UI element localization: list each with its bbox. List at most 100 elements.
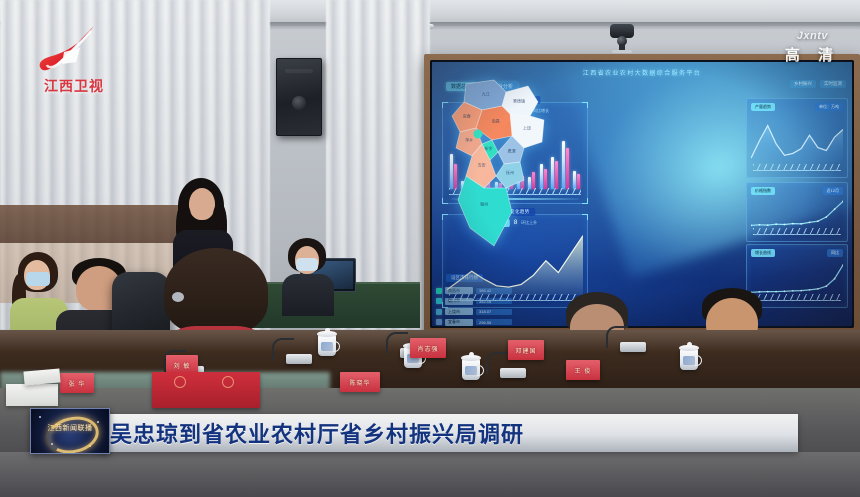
- corner-br: [582, 198, 588, 204]
- line-point: [766, 290, 769, 293]
- bar-series-current: [573, 170, 577, 189]
- map-region-10[interactable]: [457, 175, 513, 247]
- ranking-swatch: [436, 308, 442, 315]
- corner-bl: [442, 198, 448, 204]
- line-point: [817, 288, 819, 290]
- presenter-head: [189, 188, 215, 220]
- ranking-row[interactable]: 上饶市 318.07: [436, 308, 518, 316]
- bar-group: [449, 133, 457, 189]
- chip-rural-revitalization: 乡村振兴: [790, 80, 816, 88]
- teacup-3-knob: [469, 352, 474, 357]
- dashboard-screen[interactable]: 江西省农业农村大数据综合服务平台 数据总览 产业分析 乡村振兴 实时监测 各设区…: [432, 62, 852, 326]
- bar-series-current: [562, 140, 566, 189]
- right-bottom-plot: [751, 264, 843, 294]
- right-bottom-axis: [753, 294, 841, 301]
- map-region-label: 吉安: [478, 162, 486, 168]
- right-bottom-chart-panel[interactable]: 增长曲线 同比: [746, 244, 848, 308]
- channel-logo-text: 江西卫视: [44, 78, 104, 94]
- kpi-value: 8: [513, 220, 518, 226]
- microphone-5: [606, 326, 646, 352]
- line-point: [766, 224, 769, 226]
- tab-overview[interactable]: 数据总览: [446, 82, 477, 91]
- chip-right: 近12月: [822, 187, 843, 195]
- line-stroke: [751, 264, 843, 293]
- bar-series-previous: [521, 175, 525, 189]
- seated-operator: [282, 238, 334, 316]
- channel-logo: 江西卫视: [28, 22, 120, 96]
- map-region-label: 宜春: [463, 113, 471, 119]
- red-folder: [152, 372, 260, 408]
- map-capital-marker[interactable]: [473, 129, 483, 139]
- microphone-2: [272, 338, 312, 364]
- ranking-row[interactable]: 宜春市 296.55: [436, 318, 518, 326]
- line-point: [775, 290, 777, 293]
- ranking-swatch: [436, 319, 442, 326]
- area-stroke: [447, 235, 583, 291]
- bar-series-previous: [487, 182, 491, 189]
- chip-right: 单位：万吨: [815, 103, 843, 111]
- foreground-attendee-hair: [164, 248, 268, 334]
- line-point: [758, 223, 761, 226]
- line-point: [842, 264, 843, 266]
- area-stroke: [751, 124, 843, 159]
- right-top-chart-panel[interactable]: 产量趋势 单位：万吨: [746, 98, 848, 178]
- right-top-chips: 产量趋势 单位：万吨: [751, 103, 843, 111]
- teacup-4: [679, 342, 702, 370]
- folder-emblem-1: [174, 376, 186, 388]
- chip-realtime-monitor: 实时监测: [820, 80, 846, 88]
- teacup-1-knob: [325, 328, 330, 333]
- kpi-unit: 环比上升: [521, 220, 538, 225]
- bar-series-current: [449, 154, 453, 189]
- teacup-1-handle: [333, 341, 340, 352]
- line-point: [791, 290, 794, 292]
- dashboard-top-chips: 乡村振兴 实时监测: [790, 80, 846, 88]
- bar-series-current: [550, 156, 554, 189]
- program-badge-text: 江西新闻联播: [47, 425, 93, 432]
- ranking-region: 上饶市: [445, 308, 473, 316]
- teacup-1: [317, 328, 340, 356]
- chip-left: 增长曲线: [751, 249, 775, 257]
- name-card: 王 俊: [566, 360, 600, 380]
- area-chart-panel[interactable]: 月度变化趋势 趋势 8 环比上升: [442, 208, 588, 308]
- ranking-value: 352.18: [476, 298, 512, 305]
- right-mid-plot: [751, 200, 843, 227]
- operator-torso: [282, 274, 334, 316]
- camera-base: [612, 50, 632, 53]
- right-mid-chart-panel[interactable]: 价格指数 近12月: [746, 182, 848, 242]
- bar-series-previous: [554, 161, 558, 189]
- teacup-3-lid: [461, 355, 481, 361]
- map-panel[interactable]: 九江 景德镇 上饶 南昌 宜春 鹰潭 新余 萍乡 抚州 吉安 赣州: [432, 62, 550, 266]
- teacup-4-lid: [679, 345, 699, 351]
- ranking-swatch: [436, 298, 442, 305]
- badge-star-2: [97, 421, 99, 423]
- microphone-1-neck: [164, 350, 186, 372]
- corner-tl: [442, 214, 448, 220]
- teacup-2-motif: [407, 354, 419, 363]
- map-region-label: 九江: [482, 91, 490, 97]
- name-card: 肖志强: [410, 338, 446, 358]
- name-card: 张 华: [60, 373, 94, 393]
- line-stroke: [751, 200, 843, 226]
- name-card: 陈晓华: [340, 372, 380, 392]
- teacup-3: [461, 352, 484, 380]
- microphone-3-neck: [386, 332, 408, 354]
- line-point: [833, 208, 836, 211]
- teacup-1-motif: [321, 342, 333, 351]
- teacup-4-handle: [695, 355, 702, 366]
- corner-bl: [442, 302, 448, 308]
- dashboard-tabs[interactable]: 数据总览 产业分析: [446, 82, 519, 91]
- bottom-band: [0, 452, 860, 497]
- map-region-8[interactable]: [495, 161, 525, 189]
- line-point: [825, 216, 828, 218]
- right-bottom-chips: 增长曲线 同比: [751, 249, 843, 257]
- chip-left: 产量趋势: [751, 103, 775, 111]
- bar-series-current: [494, 181, 498, 189]
- corner-tr: [582, 102, 588, 108]
- bar-series-current: [528, 176, 532, 189]
- camera-body: [610, 24, 634, 38]
- name-card: 邓建国: [508, 340, 544, 360]
- right-top-plot: [751, 124, 843, 163]
- right-mid-chips: 价格指数 近12月: [751, 187, 843, 195]
- tab-industry-analysis[interactable]: 产业分析: [488, 82, 519, 91]
